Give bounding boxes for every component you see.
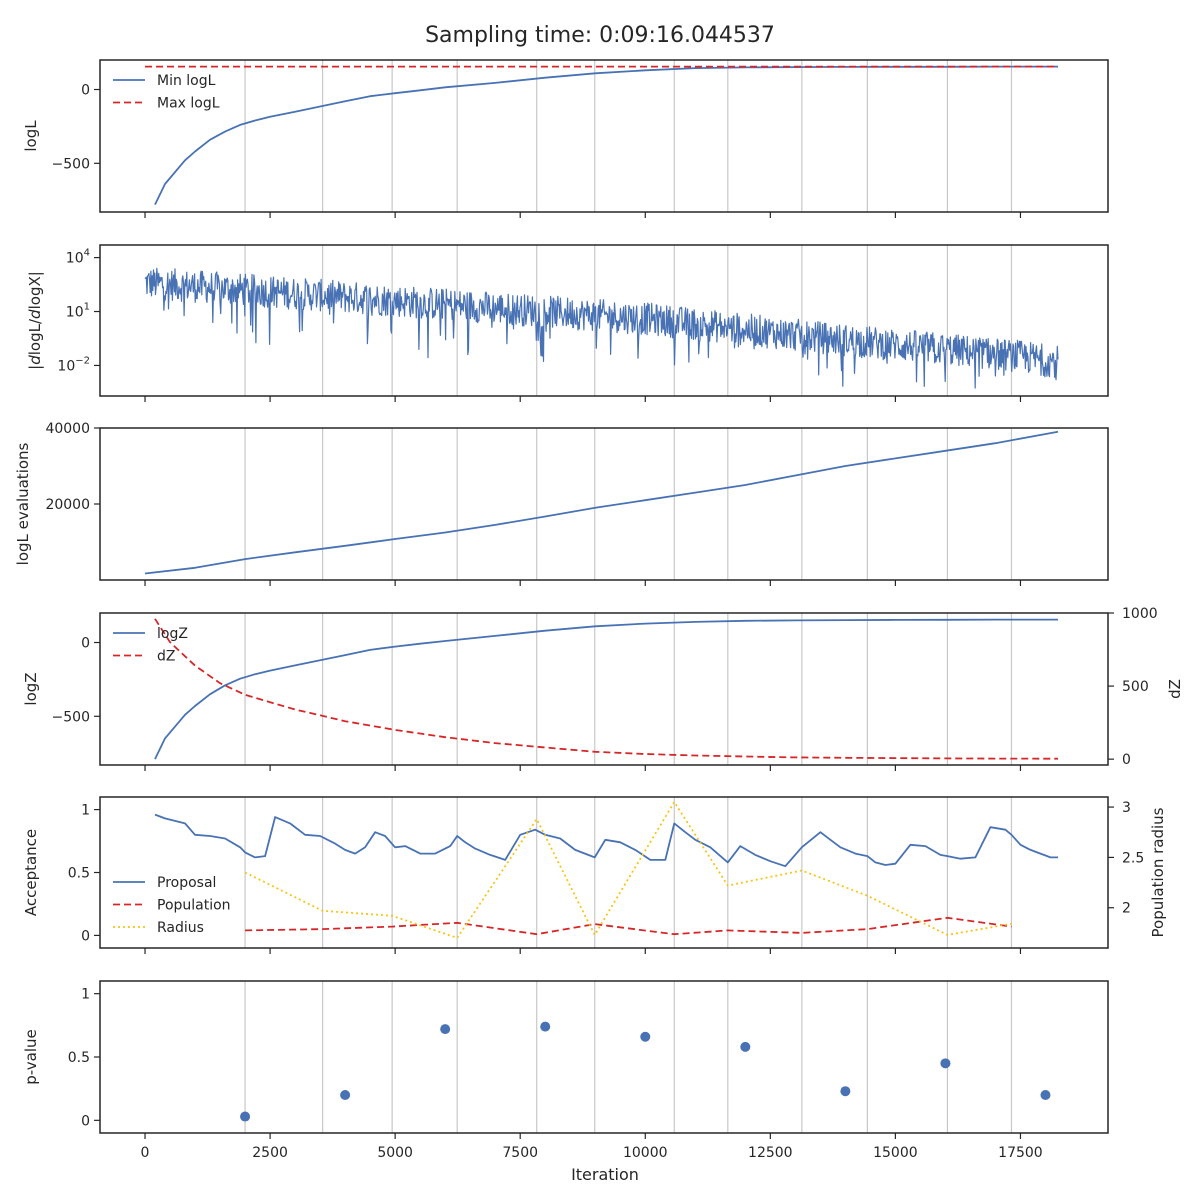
series-proposal xyxy=(154,813,1058,868)
panel-2: 104 101 10−2 |dlogL/dlogX| xyxy=(26,244,1109,402)
data-point xyxy=(940,1058,951,1069)
y-tick-label: −500 xyxy=(52,709,90,725)
legend-label: logZ xyxy=(157,626,188,642)
x-tick-label: 5000 xyxy=(377,1145,413,1161)
y-tick-label: 0 xyxy=(81,83,90,99)
x-tick-label: 10000 xyxy=(623,1145,668,1161)
series-population xyxy=(245,916,1012,936)
y-tick-label: 0 xyxy=(81,1113,90,1129)
y-right-tick-label: 2.5 xyxy=(1122,850,1144,866)
y-right-tick-label: 0 xyxy=(1122,752,1131,768)
series-radius xyxy=(244,801,1012,939)
y-tick-label: 0 xyxy=(81,928,90,944)
axes-frame xyxy=(99,980,1109,1134)
data-point xyxy=(1040,1090,1051,1100)
plot-area xyxy=(240,1021,1051,1122)
y-right-tick-label: 500 xyxy=(1122,679,1149,695)
plot-area xyxy=(144,430,1059,575)
series-0 xyxy=(144,430,1059,575)
y-axis-label: logL xyxy=(22,120,40,152)
y-axis-label: logL evaluations xyxy=(14,442,32,565)
data-point xyxy=(240,1111,251,1122)
y-tick-label: 40000 xyxy=(45,421,90,437)
x-tick-label: 17500 xyxy=(998,1145,1043,1161)
y-right-tick-label: 2 xyxy=(1122,901,1131,917)
y-axis-label: logZ xyxy=(22,672,40,705)
series-dz xyxy=(154,618,1059,760)
axes-frame xyxy=(99,244,1109,397)
y-tick-label: 1 xyxy=(81,803,90,819)
y-tick-label: 0.5 xyxy=(68,866,90,882)
x-tick-label: 7500 xyxy=(502,1145,538,1161)
legend-label: dZ xyxy=(157,649,175,665)
legend: Proposal Population Radius xyxy=(113,875,231,936)
panel-1: 0 −500 logL Min logL Max logL xyxy=(22,59,1109,218)
legend: logZ dZ xyxy=(113,626,188,665)
series-min-logl xyxy=(154,65,1058,205)
y-right-tick-label: 3 xyxy=(1122,800,1131,816)
axes-frame xyxy=(99,796,1109,949)
data-point xyxy=(540,1021,551,1032)
panel-5: 1 0.5 0 Acceptance 3 2.5 2 Population radius Pro… xyxy=(22,796,1167,954)
data-point xyxy=(740,1041,751,1052)
x-tick-label: 0 xyxy=(141,1145,150,1161)
x-tick-label: 2500 xyxy=(252,1145,288,1161)
x-axis-label: Iteration xyxy=(571,1165,639,1184)
legend-label: Min logL xyxy=(157,73,216,89)
axes-frame xyxy=(99,612,1109,766)
axes-frame xyxy=(99,427,1109,581)
y-tick-label: 20000 xyxy=(45,497,90,513)
y-tick-label: 104 xyxy=(66,248,90,267)
y-tick-label: 10−2 xyxy=(57,355,90,374)
data-point xyxy=(440,1024,451,1035)
x-tick-label: 12500 xyxy=(748,1145,793,1161)
y-axis-label: p-value xyxy=(22,1029,40,1085)
y-axis-label: Acceptance xyxy=(22,829,40,916)
legend-label: Radius xyxy=(157,920,204,936)
data-point xyxy=(840,1086,851,1097)
plot-area xyxy=(154,801,1058,939)
y-axis-label: |dlogL/dlogX| xyxy=(26,271,44,370)
data-point xyxy=(640,1031,651,1042)
y-tick-label: 0 xyxy=(81,636,90,652)
plot-area xyxy=(144,267,1059,389)
y-tick-label: 101 xyxy=(66,302,90,321)
panel-4: 0 −500 logZ 1000 500 0 dZ logZ dZ xyxy=(22,606,1184,771)
axes-frame xyxy=(99,59,1109,213)
plot-area xyxy=(154,618,1059,760)
legend-label: Max logL xyxy=(157,96,220,112)
legend-label: Population xyxy=(157,898,231,914)
plot-area xyxy=(145,65,1058,205)
figure-title: Sampling time: 0:09:16.044537 xyxy=(425,23,775,48)
panel-3: 40000 20000 logL evaluations xyxy=(14,421,1109,586)
y-tick-label: 0.5 xyxy=(68,1050,90,1066)
series-0 xyxy=(144,267,1059,389)
x-tick-label: 15000 xyxy=(873,1145,918,1161)
legend-label: Proposal xyxy=(157,875,216,891)
y-right-tick-label: 1000 xyxy=(1122,606,1158,622)
y-right-axis-label: Population radius xyxy=(1149,807,1167,937)
legend: Min logL Max logL xyxy=(113,73,220,112)
series-logz xyxy=(154,618,1058,760)
y-tick-label: −500 xyxy=(52,156,90,172)
data-point xyxy=(340,1090,351,1100)
panel-6: 0 2500 5000 7500 10000 12500 15000 17500 1 0.5 0 p-… xyxy=(22,980,1109,1161)
y-tick-label: 1 xyxy=(81,987,90,1003)
y-right-axis-label: dZ xyxy=(1166,679,1184,699)
